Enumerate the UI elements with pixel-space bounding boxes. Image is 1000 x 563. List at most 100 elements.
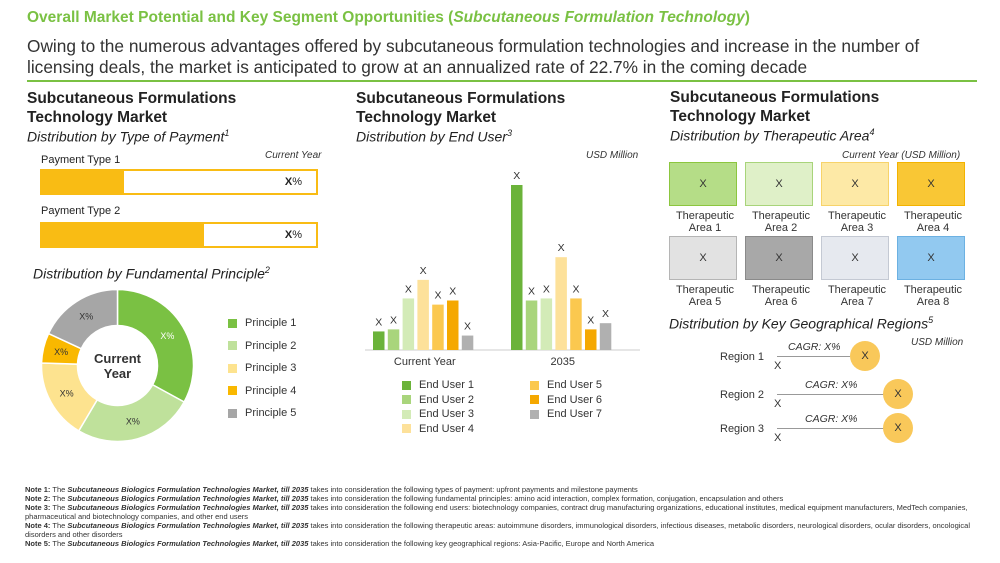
- region-cagr: CAGR: X%: [805, 413, 858, 425]
- panel3-subtitle-text: Distribution by Therapeutic Area: [670, 127, 870, 144]
- end-user-legend-item-4: End User 4: [402, 422, 530, 436]
- therapeutic-area-box: X: [821, 162, 889, 206]
- therapeutic-area-grid: X Therapeutic Area 1 X Therapeutic Area 2 X The…: [667, 162, 972, 317]
- legend-label: Principle 1: [245, 317, 297, 329]
- footnote-3: Note 3: The Subcutaneous Biologics Formu…: [25, 503, 968, 521]
- payment-type-1-value: X%: [285, 176, 302, 188]
- legend-swatch: [530, 409, 539, 419]
- bar-1-1: [373, 331, 385, 350]
- region-base-value: X: [774, 398, 782, 410]
- panel1-note: Current Year: [265, 150, 322, 161]
- panel2-subtitle: Distribution by End User3: [356, 128, 512, 145]
- bar-label-1-1: X: [375, 316, 382, 328]
- legend-label: End User 5: [547, 379, 603, 391]
- region-growth-line: [777, 356, 850, 357]
- legend-label: Principle 2: [245, 339, 297, 352]
- region-label: Region 3: [720, 423, 765, 435]
- payment-type-2-value-unit: %: [292, 229, 302, 241]
- therapeutic-area-2: X Therapeutic Area 2: [743, 162, 819, 234]
- footnotes: Note 1: The Subcutaneous Biologics Formu…: [25, 485, 980, 548]
- therapeutic-area-box: X: [745, 162, 813, 206]
- panel2-title: Subcutaneous Formulations Technology Mar…: [356, 90, 566, 126]
- bar-label-2-1: X: [513, 170, 520, 182]
- donut-slice-label-2: X%: [126, 416, 140, 426]
- footnote-4: Note 4: The Subcutaneous Biologics Formu…: [25, 521, 970, 539]
- therapeutic-area-5: X Therapeutic Area 5: [667, 236, 743, 308]
- footnote-2: Note 2: The Subcutaneous Biologics Formu…: [25, 494, 784, 503]
- region-subtitle-text: Distribution by Key Geographical Regions: [669, 315, 929, 332]
- panel1-subtitle-sup: 1: [224, 128, 230, 138]
- end-user-legend-item-3: End User 3: [402, 407, 530, 421]
- bar-2-6: [585, 329, 597, 350]
- therapeutic-area-box: X: [745, 236, 813, 280]
- therapeutic-area-label: Therapeutic Area 7: [827, 284, 887, 308]
- bar-1-3: [402, 298, 415, 350]
- bar-1-4: [417, 279, 429, 350]
- end-user-legend-item-1: End User 1: [402, 378, 530, 392]
- region-label: Region 2: [720, 389, 765, 401]
- end-user-legend: End User 1 End User 2 End User 3 End User 4…: [402, 378, 630, 436]
- bar-2-7: [599, 323, 612, 350]
- therapeutic-area-4: X Therapeutic Area 4: [895, 162, 971, 234]
- region-value-dot: X: [883, 379, 913, 409]
- footnote-5: Note 5: The Subcutaneous Biologics Formu…: [25, 539, 655, 548]
- legend-swatch: [228, 408, 237, 418]
- category-label-2: 2035: [551, 356, 575, 368]
- principle-legend-item-3: Principle 3: [228, 361, 296, 375]
- principle-legend-item-2: Principle 2: [228, 339, 296, 353]
- legend-label: End User 1: [419, 379, 475, 391]
- legend-swatch: [228, 386, 237, 395]
- bar-label-1-6: X: [449, 286, 456, 298]
- bar-2-5: [570, 298, 582, 350]
- legend-label: End User 6: [547, 393, 603, 406]
- legend-swatch: [530, 380, 539, 390]
- region-subtitle: Distribution by Key Geographical Regions…: [669, 315, 933, 332]
- therapeutic-area-box: X: [669, 162, 737, 206]
- bar-label-2-7: X: [602, 308, 609, 320]
- region-row-2: Region 2 X CAGR: X% X: [720, 378, 980, 410]
- therapeutic-area-label: Therapeutic Area 2: [751, 210, 811, 234]
- region-label: Region 1: [720, 351, 765, 363]
- panel3-subtitle-sup: 4: [869, 127, 875, 137]
- legend-swatch: [228, 363, 237, 373]
- page-title: Overall Market Potential and Key Segment…: [27, 9, 750, 27]
- title-italic: Subcutaneous Formulation Technology: [453, 9, 745, 26]
- donut-slice-2: [77, 383, 186, 443]
- region-row-1: Region 1 X CAGR: X% X: [720, 340, 980, 372]
- payment-type-1-value-unit: %: [292, 176, 302, 188]
- therapeutic-area-label: Therapeutic Area 4: [903, 210, 963, 234]
- footnote-1: Note 1: The Subcutaneous Biologics Formu…: [25, 485, 638, 494]
- therapeutic-area-7: X Therapeutic Area 7: [819, 236, 895, 308]
- bar-2-4: [555, 257, 567, 350]
- bar-label-2-4: X: [558, 242, 565, 254]
- therapeutic-area-8: X Therapeutic Area 8: [895, 236, 971, 308]
- legend-swatch: [530, 395, 539, 404]
- bar-label-1-4: X: [420, 265, 427, 277]
- region-value-dot: X: [850, 341, 880, 371]
- donut-slice-label-3: X%: [60, 388, 74, 398]
- end-user-legend-item-7: End User 7: [530, 407, 630, 421]
- panel3-title: Subcutaneous Formulations Technology Mar…: [670, 89, 880, 125]
- payment-type-1-value-x: X: [284, 176, 293, 188]
- title-main: Overall Market Potential and Key Segment…: [27, 9, 454, 26]
- legend-label: Principle 4: [245, 384, 297, 397]
- therapeutic-area-6: X Therapeutic Area 6: [743, 236, 819, 308]
- donut-center-line1: Current: [94, 351, 141, 366]
- legend-swatch: [402, 424, 411, 433]
- therapeutic-area-box: X: [897, 236, 965, 280]
- bar-1-5: [432, 304, 444, 350]
- legend-swatch: [402, 409, 411, 419]
- bar-1-7: [461, 335, 474, 350]
- end-user-legend-item-2: End User 2: [402, 393, 530, 407]
- principle-subtitle-sup: 2: [264, 265, 270, 275]
- legend-label: End User 2: [419, 393, 475, 406]
- donut-slice-label-4: X%: [54, 347, 68, 357]
- panel2-subtitle-text: Distribution by End User: [356, 128, 507, 145]
- principle-legend-item-1: Principle 1: [228, 316, 296, 330]
- principle-legend: Principle 1 Principle 2 Principle 3 Princip…: [228, 316, 296, 429]
- bar-1-6: [447, 300, 459, 350]
- bar-2-1: [511, 185, 523, 350]
- legend-swatch: [228, 318, 237, 328]
- panel1-subtitle: Distribution by Type of Payment1: [27, 128, 229, 145]
- legend-swatch: [228, 341, 237, 350]
